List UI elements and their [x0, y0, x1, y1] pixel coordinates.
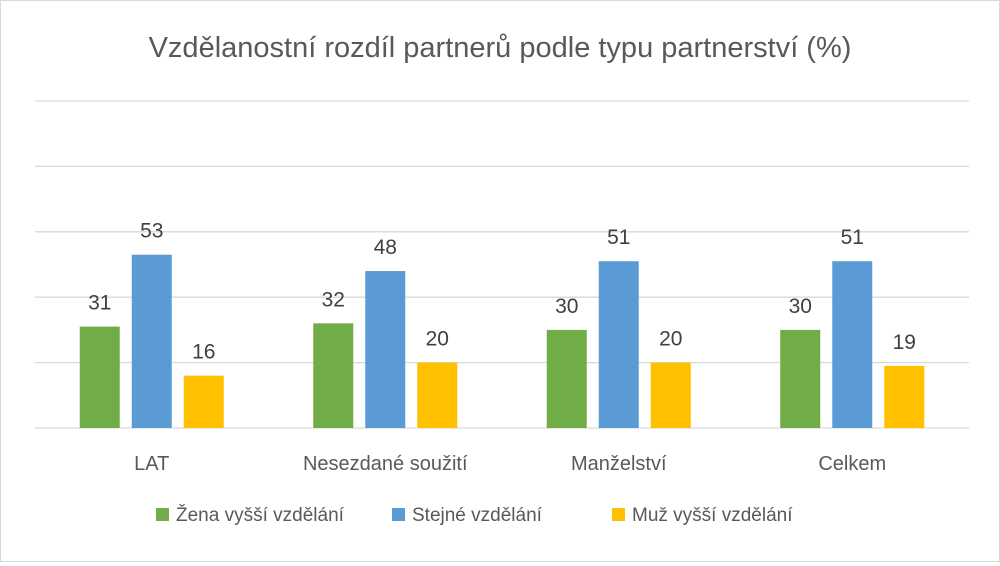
category-label: Nesezdané soužití	[303, 453, 468, 475]
legend-label: Stejné vzdělání	[412, 505, 543, 526]
data-label: 31	[88, 292, 111, 315]
bar	[780, 329, 821, 428]
bar	[313, 323, 354, 428]
data-label: 20	[426, 328, 449, 351]
legend-label: Muž vyšší vzdělání	[632, 505, 793, 526]
category-label: Celkem	[818, 453, 886, 475]
legend: Žena vyšší vzdělání Stejné vzdělání Muž vy…	[156, 504, 793, 526]
data-label: 16	[192, 341, 215, 364]
data-label: 51	[841, 226, 864, 249]
bars	[79, 254, 925, 428]
bar	[598, 261, 639, 428]
legend-item: Stejné vzdělání	[392, 505, 543, 526]
data-label: 30	[789, 295, 812, 318]
bar	[650, 362, 691, 428]
bar	[79, 326, 120, 428]
legend-label: Žena vyšší vzdělání	[176, 504, 345, 526]
bar	[365, 271, 406, 428]
category-label: Manželství	[571, 453, 667, 475]
data-label: 32	[322, 288, 345, 311]
data-label: 53	[140, 220, 163, 243]
data-label: 19	[893, 331, 916, 354]
chart-title: Vzdělanostní rozdíl partnerů podle typu …	[149, 32, 852, 64]
legend-swatch	[612, 508, 625, 521]
bar	[884, 365, 925, 428]
data-label: 48	[374, 236, 397, 259]
legend-item: Muž vyšší vzdělání	[612, 505, 793, 526]
bar	[417, 362, 458, 428]
bar	[832, 261, 873, 428]
category-label: LAT	[134, 453, 169, 475]
legend-item: Žena vyšší vzdělání	[156, 504, 345, 526]
category-labels: LAT Nesezdané soužití Manželství Celkem	[134, 453, 886, 475]
bar	[131, 254, 172, 428]
data-label: 30	[555, 295, 578, 318]
data-label: 51	[607, 226, 630, 249]
gridlines	[35, 100, 969, 429]
data-label: 20	[659, 328, 682, 351]
bar	[546, 329, 587, 428]
legend-swatch	[392, 508, 405, 521]
data-labels: 31 53 16 32 48 20 30 51 20 30 51 19	[88, 220, 916, 364]
bar	[183, 375, 224, 428]
legend-swatch	[156, 508, 169, 521]
